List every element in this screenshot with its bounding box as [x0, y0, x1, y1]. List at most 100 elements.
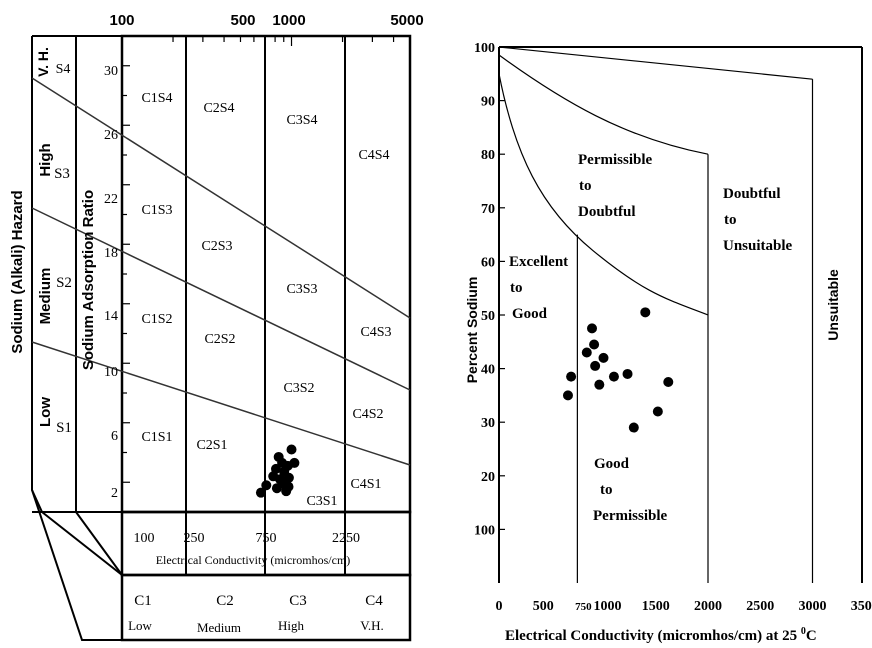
wilcox-x-tick-label: 1500	[642, 599, 670, 614]
ussl-sar-tick-10: 10	[104, 365, 118, 380]
wilcox-zone-excellent-3: Good	[512, 306, 548, 322]
wilcox-y-tick-label: 20	[481, 470, 495, 485]
wilcox-x-tick-label: 1000	[594, 599, 622, 614]
wilcox-y-tick-label: 40	[481, 363, 495, 378]
wilcox-x-axis-label-unit: C	[806, 628, 817, 644]
ussl-hazard-s4: S4	[56, 62, 71, 77]
ussl-sar-tick-18: 18	[104, 246, 118, 261]
wilcox-x-axis-label-text: Electrical Conductivity (micromhos/cm) a…	[505, 628, 801, 644]
ussl-zone-c2s1: C2S1	[196, 438, 227, 453]
wilcox-diagram: 100 90 80 70 60 50 40 30 20 100 0 500 750 1000 1500 20…	[464, 41, 872, 644]
ussl-sar-tick-marks	[122, 65, 130, 483]
wilcox-data-point	[622, 368, 633, 379]
wilcox-zone-permissible-3: Doubtful	[578, 204, 636, 220]
ussl-side-frame	[31, 36, 122, 641]
wilcox-zone-good-3: Permissible	[593, 508, 667, 524]
wilcox-zone-good-1: Good	[594, 456, 630, 472]
ussl-class-c1-label: Low	[128, 618, 152, 633]
wilcox-zone-good-2: to	[600, 482, 613, 498]
ussl-data-point	[283, 481, 294, 492]
ussl-class-c1: C1	[134, 593, 152, 609]
ussl-hazard-vh: V. H.	[35, 47, 51, 77]
wilcox-y-tick-label: 70	[481, 202, 495, 217]
wilcox-x-tick-label: 750	[575, 601, 592, 613]
ussl-zone-c4s2: C4S2	[352, 407, 383, 422]
ussl-s3s4-line	[31, 77, 411, 319]
ussl-top-tick-1: 500	[230, 12, 255, 29]
ussl-s2s3-line	[31, 207, 411, 391]
wilcox-data-point	[608, 371, 619, 382]
ussl-diagram: 100 500 1000 5000 30 26 22 18 14 10 6 2 …	[9, 12, 424, 642]
wilcox-data-points	[562, 307, 674, 433]
wilcox-x-axis-label: Electrical Conductivity (micromhos/cm) a…	[505, 626, 817, 644]
ussl-sar-tick-26: 26	[104, 128, 118, 143]
wilcox-x-tick-label: 2500	[746, 599, 774, 614]
ussl-data-point	[261, 480, 272, 491]
ussl-zone-c4s3: C4S3	[360, 325, 391, 340]
wilcox-y-tick-label: 60	[481, 255, 495, 270]
ussl-top-tick-3: 5000	[390, 12, 423, 29]
ussl-ec-tick-750: 750	[256, 531, 277, 546]
ussl-zone-c2s4: C2S4	[203, 101, 234, 116]
wilcox-y-ticks: 100 90 80 70 60 50 40 30 20 100	[474, 41, 505, 538]
ussl-hazard-low: Low	[37, 397, 54, 427]
ussl-hazard-s1: S1	[56, 420, 72, 436]
ussl-hazard-s3: S3	[54, 166, 70, 182]
ussl-zone-c2s3: C2S3	[201, 239, 232, 254]
ussl-class-c2-label: Medium	[197, 620, 241, 635]
wilcox-curve-permissible	[498, 73, 709, 316]
wilcox-y-tick-label: 50	[481, 309, 495, 324]
wilcox-data-point	[566, 371, 577, 382]
ussl-class-c4: C4	[365, 593, 383, 609]
ussl-hazard-s2: S2	[56, 275, 72, 291]
ussl-zone-c4s1: C4S1	[350, 477, 381, 492]
ussl-data-point	[255, 487, 266, 498]
wilcox-x-tick-label: 2000	[694, 599, 722, 614]
ussl-zone-c1s2: C1S2	[141, 312, 172, 327]
wilcox-y-tick-label: 30	[481, 416, 495, 431]
ussl-hazard-medium: Medium	[37, 268, 54, 325]
ussl-zone-c3s1: C3S1	[306, 494, 337, 509]
wilcox-y-tick-label: 90	[481, 95, 495, 110]
ussl-side-label: Sodium (Alkali) Hazard	[9, 190, 26, 353]
ussl-ec-axis-label: Electrical Conductivity (micromhos/cm)	[156, 553, 351, 567]
ussl-zone-c1s1: C1S1	[141, 430, 172, 445]
ussl-zone-c4s4: C4S4	[358, 148, 389, 163]
wilcox-zone-excellent-2: to	[510, 280, 523, 296]
wilcox-data-point	[587, 323, 598, 334]
ussl-ec-tick-250: 250	[184, 531, 205, 546]
wilcox-x-tick-label: 3000	[799, 599, 827, 614]
ussl-class-band	[120, 573, 412, 642]
ussl-s1s2-line	[31, 341, 411, 466]
wilcox-zone-doubtful-2: to	[724, 212, 737, 228]
wilcox-x-tick-label: 0	[496, 599, 503, 614]
wilcox-zone-lines	[498, 46, 814, 583]
wilcox-data-point	[562, 390, 573, 401]
wilcox-data-point	[640, 307, 651, 318]
ussl-zone-c3s3: C3S3	[286, 282, 317, 297]
ussl-data-point	[283, 472, 294, 483]
wilcox-data-point	[598, 352, 609, 363]
wilcox-data-point	[652, 406, 663, 417]
ussl-class-c4-label: V.H.	[360, 618, 384, 633]
ussl-sar-tick-30: 30	[104, 64, 118, 79]
wilcox-zone-unsuitable: Unsuitable	[825, 269, 841, 341]
ussl-zone-c2s2: C2S2	[204, 332, 235, 347]
wilcox-y-tick-label: 100	[474, 41, 495, 56]
ussl-top-tick-0: 100	[109, 12, 134, 29]
ussl-perspective-line-2	[75, 511, 123, 576]
wilcox-data-point	[663, 377, 674, 387]
ussl-sar-tick-2: 2	[111, 486, 118, 501]
wilcox-y-tick-label: 100	[474, 523, 495, 538]
ussl-ec-tick-100: 100	[134, 531, 155, 546]
ussl-zone-c3s4: C3S4	[286, 113, 317, 128]
ussl-zone-c1s4: C1S4	[141, 91, 172, 106]
wilcox-zone-permissible-2: to	[579, 178, 592, 194]
wilcox-data-point	[628, 422, 639, 433]
ussl-sar-tick-14: 14	[104, 309, 118, 324]
ussl-ec-tick-2250: 2250	[332, 531, 360, 546]
ussl-top-tick-2: 1000	[272, 12, 305, 29]
ussl-data-point	[289, 457, 300, 468]
